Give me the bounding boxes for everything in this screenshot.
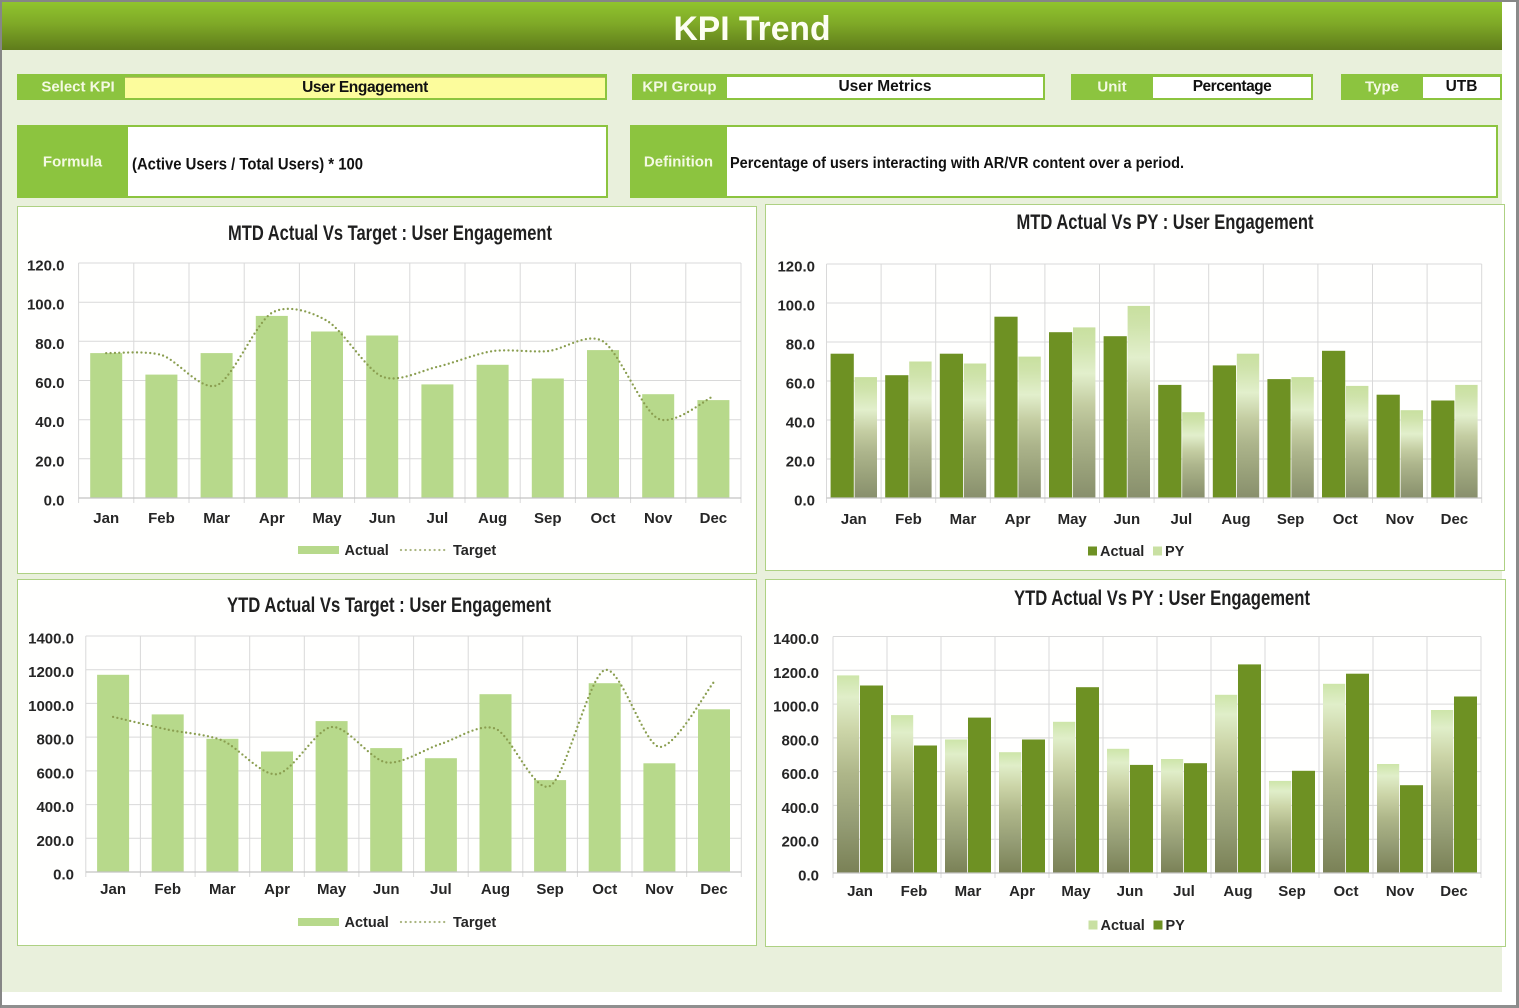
svg-text:1000.0: 1000.0 [773,699,819,716]
svg-text:Target: Target [453,915,496,931]
svg-text:Mar: Mar [203,510,230,527]
svg-text:Oct: Oct [1333,883,1358,900]
svg-text:200.0: 200.0 [36,833,74,850]
svg-text:1200.0: 1200.0 [773,665,819,682]
svg-text:1400.0: 1400.0 [28,631,74,648]
svg-text:Mar: Mar [950,511,977,528]
svg-text:May: May [312,510,342,527]
svg-text:Nov: Nov [645,881,674,898]
svg-text:40.0: 40.0 [786,415,815,432]
svg-text:800.0: 800.0 [781,732,819,749]
svg-text:May: May [317,881,347,898]
svg-text:Sep: Sep [1278,883,1306,900]
svg-text:20.0: 20.0 [786,454,815,471]
svg-text:Dec: Dec [1441,511,1469,528]
svg-text:Nov: Nov [1386,511,1415,528]
svg-text:May: May [1061,883,1091,900]
svg-text:Jun: Jun [373,881,400,898]
svg-text:MTD Actual Vs PY : User Engage: MTD Actual Vs PY : User Engagement [1017,211,1314,234]
svg-text:Apr: Apr [259,510,285,527]
svg-text:Mar: Mar [209,881,236,898]
svg-text:Apr: Apr [1009,883,1035,900]
svg-text:Mar: Mar [955,883,982,900]
svg-text:Aug: Aug [481,881,510,898]
svg-text:60.0: 60.0 [786,376,815,393]
svg-text:Dec: Dec [700,510,728,527]
svg-text:YTD Actual Vs PY : User Engage: YTD Actual Vs PY : User Engagement [1014,587,1310,610]
svg-text:40.0: 40.0 [35,414,64,431]
svg-text:Oct: Oct [1333,511,1358,528]
svg-text:Dec: Dec [700,881,728,898]
svg-text:Aug: Aug [1221,511,1250,528]
svg-text:KPI Trend: KPI Trend [674,10,831,48]
svg-text:80.0: 80.0 [35,336,64,353]
svg-text:YTD Actual Vs Target : User En: YTD Actual Vs Target : User Engagement [227,594,551,617]
svg-text:Jul: Jul [427,510,449,527]
svg-text:400.0: 400.0 [781,800,819,817]
svg-text:Nov: Nov [644,510,673,527]
svg-text:Jun: Jun [369,510,396,527]
svg-text:120.0: 120.0 [27,258,65,275]
svg-text:600.0: 600.0 [781,766,819,783]
svg-text:600.0: 600.0 [36,765,74,782]
svg-text:Feb: Feb [895,511,922,528]
svg-text:100.0: 100.0 [27,297,65,314]
svg-text:PY: PY [1166,918,1186,934]
svg-text:Oct: Oct [592,881,617,898]
svg-text:Target: Target [453,543,496,559]
svg-text:Oct: Oct [590,510,615,527]
svg-text:Apr: Apr [1005,511,1031,528]
svg-text:0.0: 0.0 [44,493,65,510]
svg-text:Actual: Actual [345,915,389,931]
svg-text:80.0: 80.0 [786,337,815,354]
svg-text:Dec: Dec [1440,883,1468,900]
svg-text:0.0: 0.0 [798,868,819,885]
svg-text:Feb: Feb [154,881,181,898]
svg-text:1400.0: 1400.0 [773,631,819,648]
svg-text:Jul: Jul [1173,883,1195,900]
svg-text:Nov: Nov [1386,883,1415,900]
svg-text:Sep: Sep [1277,511,1305,528]
svg-text:(Active Users / Total Users) *: (Active Users / Total Users) * 100 [132,155,363,174]
svg-text:Jun: Jun [1113,511,1140,528]
svg-text:PY: PY [1165,544,1185,560]
svg-text:0.0: 0.0 [794,493,815,510]
svg-text:Feb: Feb [901,883,928,900]
svg-text:Aug: Aug [478,510,507,527]
svg-text:Sep: Sep [536,881,564,898]
svg-text:Sep: Sep [534,510,562,527]
svg-text:Jan: Jan [847,883,873,900]
svg-text:Jul: Jul [430,881,452,898]
svg-text:Jan: Jan [93,510,119,527]
svg-text:Aug: Aug [1223,883,1252,900]
svg-text:100.0: 100.0 [777,298,815,315]
svg-text:1000.0: 1000.0 [28,698,74,715]
svg-text:120.0: 120.0 [777,259,815,276]
svg-text:Jan: Jan [841,511,867,528]
svg-text:Actual: Actual [345,543,389,559]
svg-text:0.0: 0.0 [53,867,74,884]
svg-text:Actual: Actual [1100,544,1144,560]
svg-text:Feb: Feb [148,510,175,527]
svg-text:May: May [1058,511,1088,528]
svg-text:1200.0: 1200.0 [28,664,74,681]
svg-text:60.0: 60.0 [35,375,64,392]
svg-text:Jul: Jul [1171,511,1193,528]
svg-text:Actual: Actual [1101,918,1145,934]
svg-text:400.0: 400.0 [36,799,74,816]
svg-text:Jan: Jan [100,881,126,898]
svg-text:800.0: 800.0 [36,732,74,749]
svg-text:MTD Actual Vs Target : User En: MTD Actual Vs Target : User Engagement [228,222,552,245]
svg-text:Percentage of users interactin: Percentage of users interacting with AR/… [730,155,1184,172]
svg-text:Jun: Jun [1117,883,1144,900]
svg-text:Apr: Apr [264,881,290,898]
svg-text:200.0: 200.0 [781,834,819,851]
svg-text:20.0: 20.0 [35,453,64,470]
